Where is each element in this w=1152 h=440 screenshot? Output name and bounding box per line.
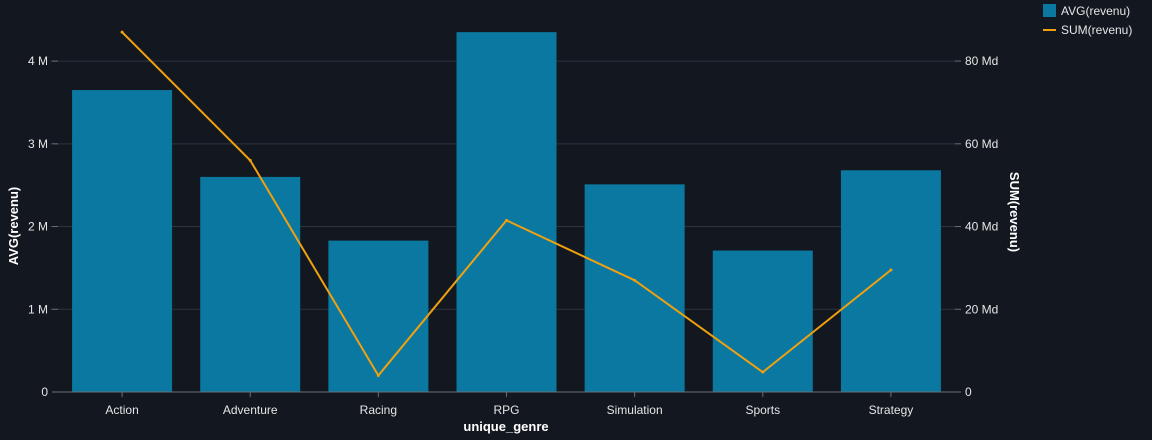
- legend-label-sum: SUM(revenu): [1061, 23, 1132, 37]
- axes: 0 1 M 2 M 3 M 4 M 0 20 Md 40 Md 60 Md 80 Md Action…: [28, 54, 998, 417]
- x-tick-label: Action: [105, 403, 138, 417]
- right-y-tick-label: 20 Md: [965, 302, 998, 316]
- left-y-axis-title: AVG(revenu): [6, 187, 21, 266]
- left-y-tick-label: 2 M: [28, 220, 48, 234]
- sum-revenu-point-racing[interactable]: [376, 373, 380, 377]
- legend-swatch-avg: [1043, 4, 1056, 17]
- left-y-tick-label: 4 M: [28, 54, 48, 68]
- left-y-tick-label: 1 M: [28, 302, 48, 316]
- line-series: [120, 30, 893, 377]
- bars: [72, 32, 941, 393]
- legend: AVG(revenu) SUM(revenu): [1043, 4, 1132, 37]
- bar-sports[interactable]: [712, 250, 813, 392]
- right-y-tick-label: 0: [965, 385, 972, 399]
- x-tick-label: Sports: [745, 403, 780, 417]
- x-axis-title: unique_genre: [463, 419, 548, 434]
- sum-revenu-point-simulation[interactable]: [633, 278, 637, 282]
- sum-revenu-point-adventure[interactable]: [248, 158, 252, 162]
- sum-revenu-point-action[interactable]: [120, 30, 124, 34]
- x-tick-label: RPG: [493, 403, 519, 417]
- bar-simulation[interactable]: [584, 184, 685, 392]
- right-y-axis-title: SUM(revenu): [1007, 172, 1022, 252]
- sum-revenu-point-sports[interactable]: [761, 370, 765, 374]
- legend-label-avg: AVG(revenu): [1061, 4, 1130, 18]
- bar-action[interactable]: [72, 90, 173, 392]
- bar-strategy[interactable]: [840, 170, 941, 392]
- right-y-tick-label: 60 Md: [965, 137, 998, 151]
- sum-revenu-point-strategy[interactable]: [889, 268, 893, 272]
- bar-racing[interactable]: [328, 240, 429, 392]
- sum-revenu-point-rpg[interactable]: [505, 218, 508, 222]
- x-tick-label: Strategy: [869, 403, 914, 417]
- left-y-tick-label: 0: [41, 385, 48, 399]
- left-y-tick-label: 3 M: [28, 137, 48, 151]
- bar-adventure[interactable]: [200, 176, 301, 392]
- bar-rpg[interactable]: [456, 32, 557, 393]
- x-tick-label: Racing: [360, 403, 397, 417]
- right-y-tick-label: 40 Md: [965, 220, 998, 234]
- right-y-tick-label: 80 Md: [965, 54, 998, 68]
- x-tick-label: Simulation: [607, 403, 663, 417]
- x-tick-label: Adventure: [223, 403, 278, 417]
